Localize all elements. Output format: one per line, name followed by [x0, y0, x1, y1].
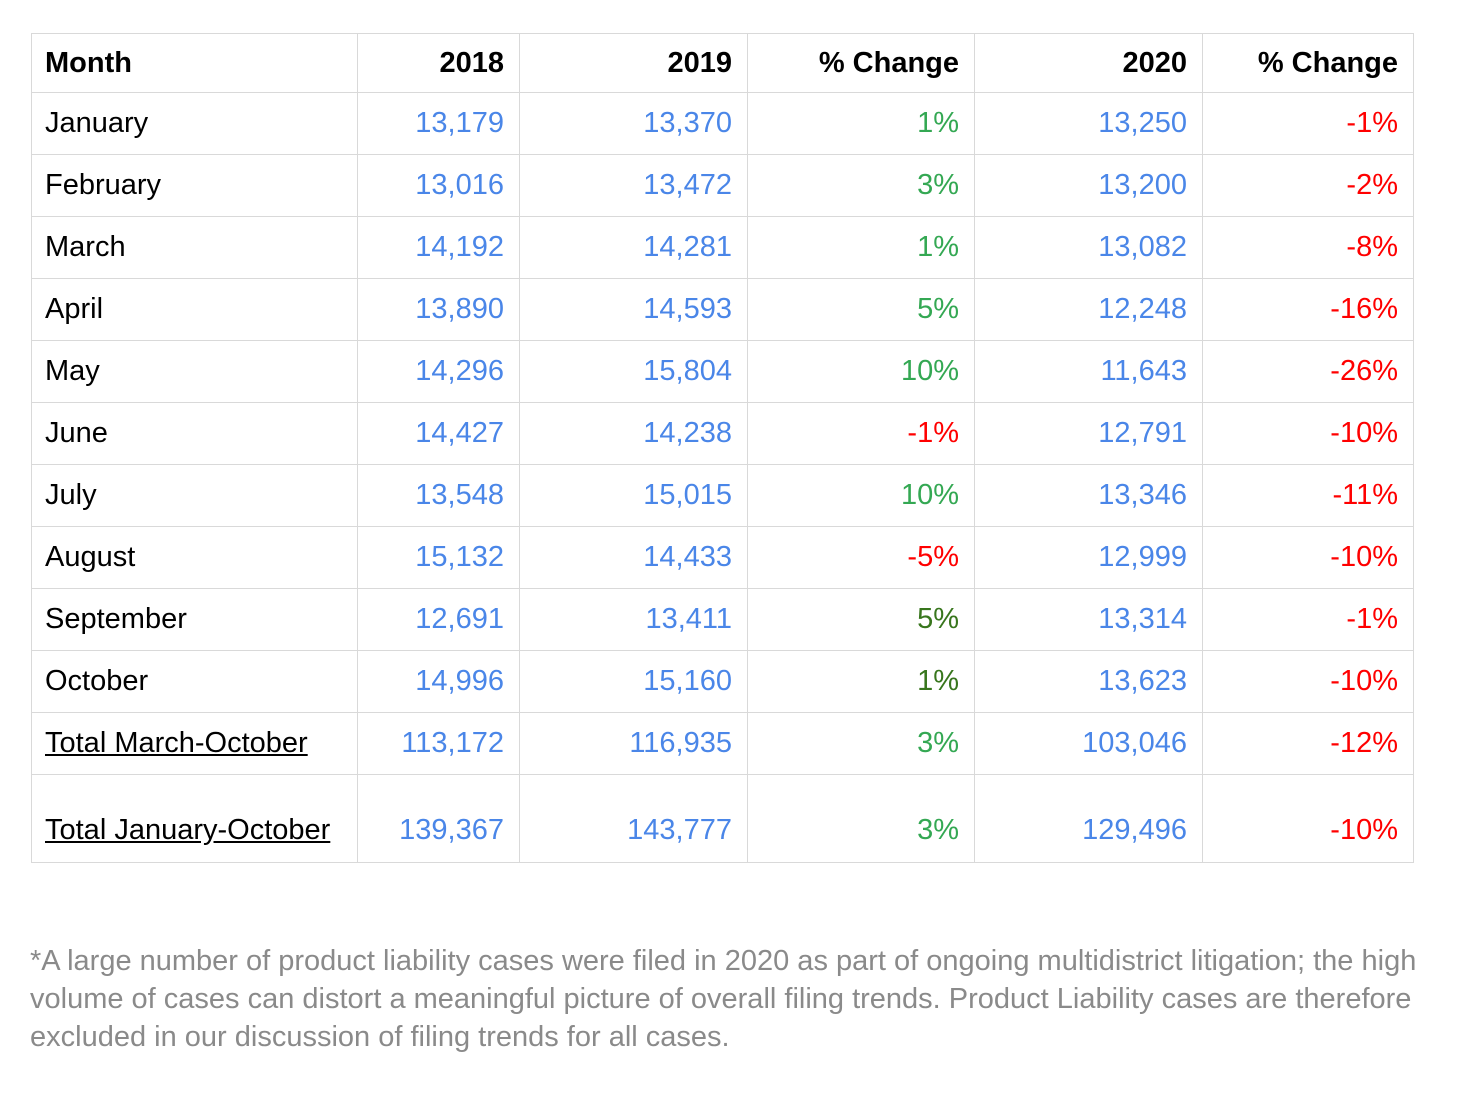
value-2018-cell: 12,691 [357, 588, 520, 651]
value-2018-cell: 14,996 [357, 650, 520, 713]
value-2020-cell: 13,623 [974, 650, 1203, 713]
value-2020-cell: 11,643 [974, 340, 1203, 403]
month-cell: Total March-October [31, 712, 358, 775]
pct-change-2019-cell: 3% [747, 774, 975, 863]
table-row: August 15,132 14,433 -5% 12,999 -10% [31, 526, 1414, 589]
month-cell: May [31, 340, 358, 403]
value-2018-cell: 13,890 [357, 278, 520, 341]
footnote: *A large number of product liability cas… [30, 945, 1417, 1053]
value-2018-cell: 13,016 [357, 154, 520, 217]
pct-change-2020-cell: -10% [1202, 774, 1414, 863]
case-filings-table: Month 2018 2019% Change 2020% Change Januar… [31, 33, 1414, 863]
table-row: May 14,296 15,804 10% 11,643 -26% [31, 340, 1414, 403]
value-2019-cell: 13,370 [519, 92, 748, 155]
value-2020-cell: 13,346 [974, 464, 1203, 527]
value-2019-cell: 13,411 [519, 588, 748, 651]
table-row: April 13,890 14,593 5% 12,248 -16% [31, 278, 1414, 341]
value-2019-cell: 15,804 [519, 340, 748, 403]
table-row: Total January-October 139,367 143,777 3% 129… [31, 774, 1414, 863]
month-cell: October [31, 650, 358, 713]
value-2020-cell: 12,248 [974, 278, 1203, 341]
pct-change-2020-cell: -12% [1202, 712, 1414, 775]
value-2019-cell: 14,433 [519, 526, 748, 589]
pct-change-2020-cell: -10% [1202, 526, 1414, 589]
month-cell: February [31, 154, 358, 217]
month-cell: Total January-October [31, 774, 358, 863]
pct-change-2019-cell: -1% [747, 402, 975, 465]
table-row: September 12,691 13,411 5% 13,314 -1% [31, 588, 1414, 651]
month-cell: January [31, 92, 358, 155]
value-2019-cell: 15,160 [519, 650, 748, 713]
month-cell: June [31, 402, 358, 465]
table-row: February 13,016 13,472 3% 13,200 -2% [31, 154, 1414, 217]
table-row: June 14,427 14,238 -1% 12,791 -10% [31, 402, 1414, 465]
month-cell: September [31, 588, 358, 651]
month-cell: March [31, 216, 358, 279]
value-2019-cell: 14,593 [519, 278, 748, 341]
value-2020-cell: 103,046 [974, 712, 1203, 775]
value-2019-cell: 14,281 [519, 216, 748, 279]
column-header-change_2020: % Change [1202, 33, 1414, 93]
month-cell: July [31, 464, 358, 527]
pct-change-2020-cell: -2% [1202, 154, 1414, 217]
value-2018-cell: 13,179 [357, 92, 520, 155]
value-2018-cell: 14,192 [357, 216, 520, 279]
header-row: Month 2018 2019% Change 2020% Change [31, 33, 1414, 93]
table-row: Total March-October 113,172 116,935 3% 103,0… [31, 712, 1414, 775]
pct-change-2019-cell: 5% [747, 278, 975, 341]
value-2020-cell: 129,496 [974, 774, 1203, 863]
pct-change-2020-cell: -8% [1202, 216, 1414, 279]
column-header-month: Month [31, 33, 358, 93]
value-2018-cell: 113,172 [357, 712, 520, 775]
table-row: October 14,996 15,160 1% 13,623 -10% [31, 650, 1414, 713]
value-2019-cell: 15,015 [519, 464, 748, 527]
pct-change-2020-cell: -1% [1202, 92, 1414, 155]
pct-change-2020-cell: -10% [1202, 402, 1414, 465]
pct-change-2019-cell: 1% [747, 216, 975, 279]
value-2019-cell: 143,777 [519, 774, 748, 863]
value-2020-cell: 12,999 [974, 526, 1203, 589]
pct-change-2019-cell: 1% [747, 92, 975, 155]
value-2020-cell: 13,200 [974, 154, 1203, 217]
pct-change-2019-cell: -5% [747, 526, 975, 589]
value-2018-cell: 14,427 [357, 402, 520, 465]
pct-change-2020-cell: -11% [1202, 464, 1414, 527]
pct-change-2019-cell: 3% [747, 154, 975, 217]
pct-change-2019-cell: 10% [747, 340, 975, 403]
table-row: July 13,548 15,015 10% 13,346 -11% [31, 464, 1414, 527]
value-2020-cell: 12,791 [974, 402, 1203, 465]
column-header-v2020: 2020 [974, 33, 1203, 93]
pct-change-2019-cell: 10% [747, 464, 975, 527]
value-2020-cell: 13,082 [974, 216, 1203, 279]
pct-change-2020-cell: -26% [1202, 340, 1414, 403]
column-header-v2019: 2019 [519, 33, 748, 93]
value-2018-cell: 13,548 [357, 464, 520, 527]
value-2020-cell: 13,314 [974, 588, 1203, 651]
value-2018-cell: 14,296 [357, 340, 520, 403]
month-cell: August [31, 526, 358, 589]
value-2018-cell: 15,132 [357, 526, 520, 589]
pct-change-2019-cell: 3% [747, 712, 975, 775]
table-row: January 13,179 13,370 1% 13,250 -1% [31, 92, 1414, 155]
value-2020-cell: 13,250 [974, 92, 1203, 155]
value-2019-cell: 13,472 [519, 154, 748, 217]
value-2018-cell: 139,367 [357, 774, 520, 863]
pct-change-2019-cell: 5% [747, 588, 975, 651]
column-header-change_2019: % Change [747, 33, 975, 93]
pct-change-2019-cell: 1% [747, 650, 975, 713]
pct-change-2020-cell: -10% [1202, 650, 1414, 713]
table-row: March 14,192 14,281 1% 13,082 -8% [31, 216, 1414, 279]
pct-change-2020-cell: -1% [1202, 588, 1414, 651]
value-2019-cell: 116,935 [519, 712, 748, 775]
pct-change-2020-cell: -16% [1202, 278, 1414, 341]
month-cell: April [31, 278, 358, 341]
column-header-v2018: 2018 [357, 33, 520, 93]
value-2019-cell: 14,238 [519, 402, 748, 465]
